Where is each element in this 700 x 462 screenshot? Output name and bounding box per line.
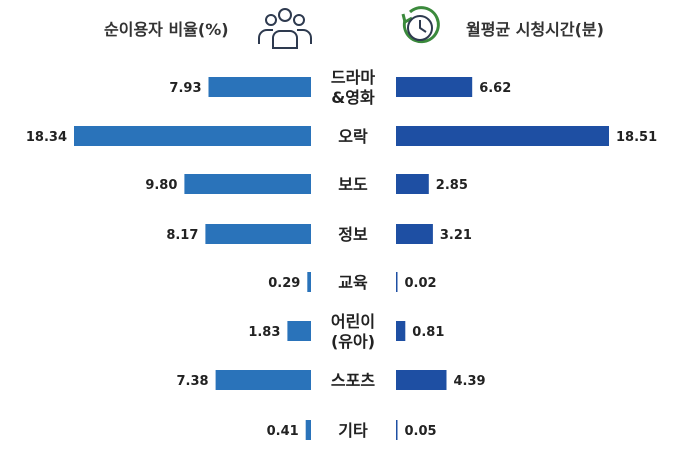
right-value-label: 2.85 xyxy=(436,178,468,193)
users-icon xyxy=(258,8,312,49)
left-title: 순이용자 비율(%) xyxy=(104,20,229,39)
left-bar xyxy=(215,370,311,390)
right-value-label: 0.05 xyxy=(405,424,437,439)
left-value-label: 0.41 xyxy=(267,424,299,439)
right-value-label: 0.02 xyxy=(405,276,437,291)
category-label: 기타 xyxy=(338,421,368,440)
left-bar xyxy=(184,174,311,194)
left-value-label: 9.80 xyxy=(145,178,177,193)
category-label: 교육 xyxy=(338,273,368,292)
category-label: 스포츠 xyxy=(331,371,375,390)
left-value-label: 1.83 xyxy=(248,325,280,340)
right-bar xyxy=(396,126,609,146)
right-value-label: 4.39 xyxy=(454,374,486,389)
left-value-label: 0.29 xyxy=(268,276,300,291)
category-label: 드라마 &영화 xyxy=(331,68,375,107)
right-bar xyxy=(396,174,429,194)
right-value-label: 3.21 xyxy=(440,228,472,243)
right-value-label: 18.51 xyxy=(616,130,657,145)
right-bar xyxy=(396,370,447,390)
category-label: 정보 xyxy=(338,225,368,244)
left-value-label: 18.34 xyxy=(26,130,67,145)
category-label: 보도 xyxy=(338,175,368,194)
right-bar xyxy=(396,272,398,292)
right-value-label: 0.81 xyxy=(412,325,444,340)
right-bar xyxy=(396,224,433,244)
left-bar xyxy=(287,321,311,341)
left-bar xyxy=(74,126,311,146)
right-bar xyxy=(396,77,473,97)
right-title: 월평균 시청시간(분) xyxy=(466,20,604,39)
right-value-label: 6.62 xyxy=(479,81,511,96)
category-label: 오락 xyxy=(338,127,368,146)
clock-history-icon xyxy=(401,6,440,44)
right-bar xyxy=(396,420,398,440)
left-bar xyxy=(205,224,311,244)
left-value-label: 7.38 xyxy=(177,374,209,389)
left-bar xyxy=(307,272,311,292)
category-label: 어린이 (유아) xyxy=(331,312,375,351)
left-bar xyxy=(208,77,311,97)
right-bar xyxy=(396,321,406,341)
left-value-label: 8.17 xyxy=(166,228,198,243)
left-bar xyxy=(305,420,311,440)
left-value-label: 7.93 xyxy=(169,81,201,96)
